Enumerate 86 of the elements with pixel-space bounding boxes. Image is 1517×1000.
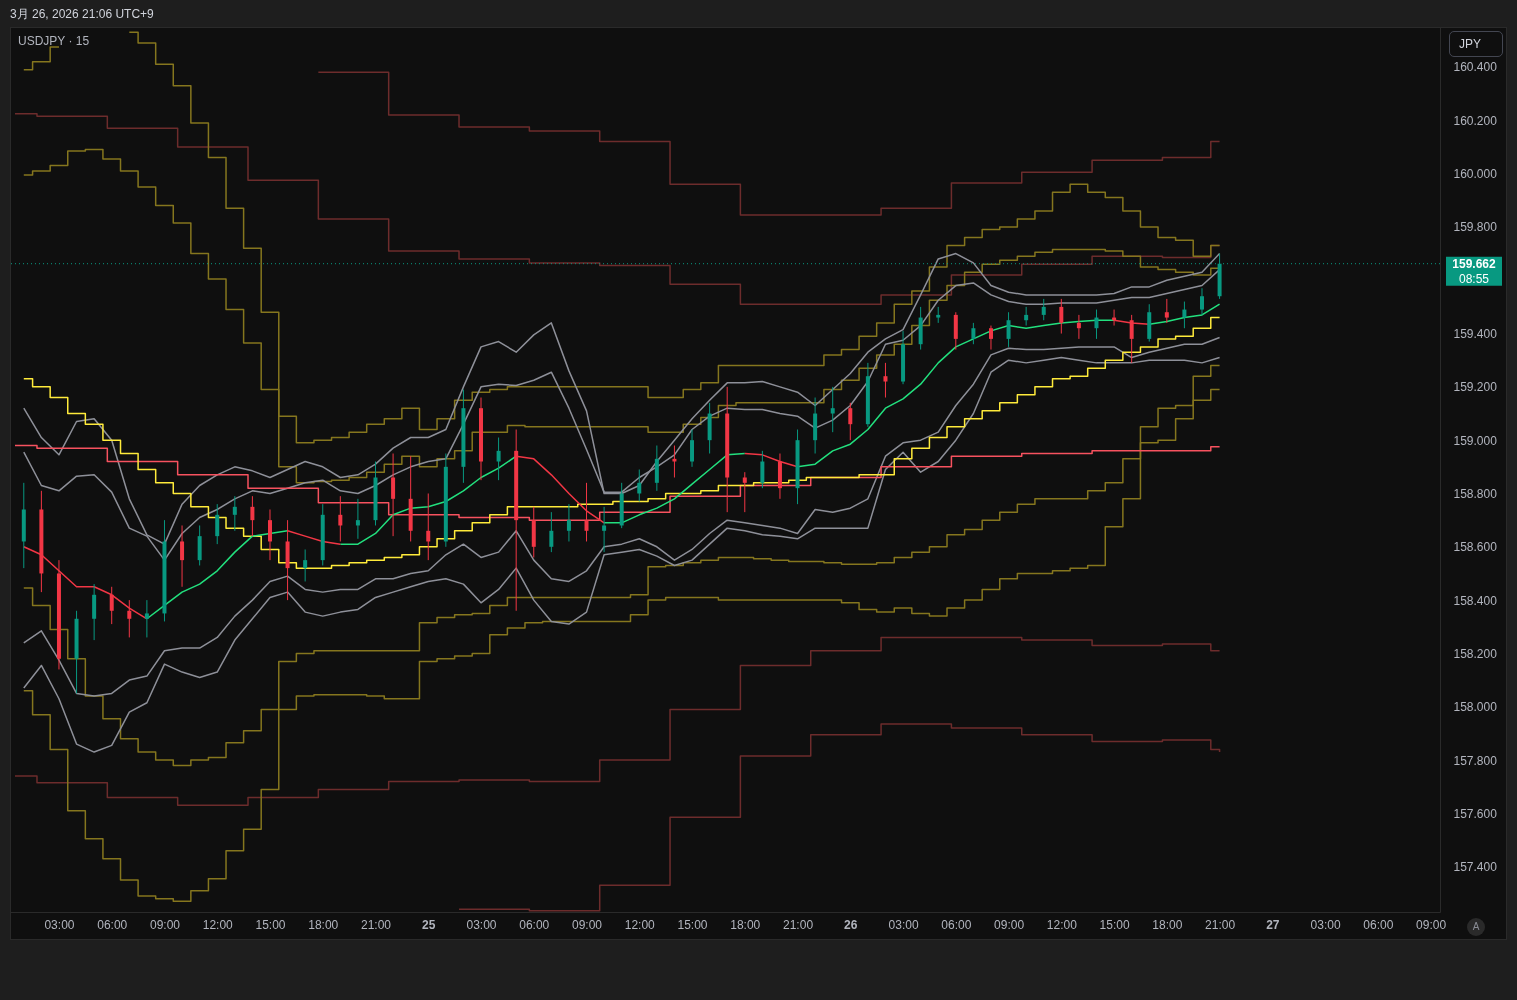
y-tick-label: 157.400 [1453, 860, 1498, 875]
candlestick [584, 482, 589, 542]
x-tick-label: 06:00 [97, 917, 128, 932]
candlestick [988, 325, 993, 351]
unit-button: JPY [1449, 31, 1503, 57]
candlestick [742, 471, 747, 513]
candlestick [267, 508, 272, 561]
candlestick [92, 583, 97, 641]
candlestick [566, 503, 571, 542]
candlestick [760, 450, 765, 489]
x-tick-label: 15:00 [1099, 917, 1130, 932]
chart-title: 3月 26, 2026 21:06 UTC+9 [10, 7, 155, 21]
candlestick [355, 498, 360, 540]
x-tick-label: 26 [844, 917, 858, 932]
candlestick [602, 506, 607, 553]
line-series [23, 336, 1221, 697]
x-tick-label: 03:00 [888, 917, 919, 932]
y-tick-label: 159.200 [1453, 380, 1498, 395]
x-tick-label: 03:00 [1310, 917, 1341, 932]
y-tick-label: 157.800 [1453, 753, 1498, 768]
candlestick [303, 548, 308, 582]
x-tick-label: 15:00 [677, 917, 708, 932]
x-tick-label: 12:00 [202, 917, 234, 932]
y-tick-label: 158.400 [1453, 593, 1498, 608]
x-tick-label: 15:00 [255, 917, 286, 932]
x-tick-label: 06:00 [941, 917, 972, 932]
x-tick-label: 21:00 [1205, 917, 1236, 932]
x-tick-label: 03:00 [44, 917, 75, 932]
candlestick [848, 402, 853, 441]
candlestick [1200, 287, 1204, 316]
x-tick-label: 27 [1266, 917, 1280, 932]
candlestick [637, 469, 642, 502]
candlestick [496, 437, 501, 481]
x-tick-label: 21:00 [360, 917, 392, 932]
candlestick [1076, 314, 1081, 340]
candlestick [1164, 298, 1169, 324]
y-tick-label: 159.000 [1453, 433, 1498, 448]
candlestick [391, 453, 396, 537]
candlestick [232, 495, 237, 532]
candlestick [690, 429, 695, 468]
candlestick [338, 495, 343, 542]
candlestick [830, 386, 835, 433]
y-tick-label: 158.000 [1453, 700, 1498, 715]
candlestick [549, 511, 554, 553]
y-tick-label: 160.200 [1453, 113, 1498, 128]
candlestick [215, 503, 220, 545]
candlestick [180, 524, 185, 588]
candlestick [250, 495, 255, 537]
y-tick-label: 159.800 [1453, 220, 1498, 235]
candlestick [883, 362, 888, 399]
candlestick [144, 599, 149, 638]
candlestick [1094, 309, 1099, 340]
x-tick-label: 09:00 [149, 917, 181, 932]
candlestick [672, 445, 677, 478]
y-tick-label: 158.600 [1453, 540, 1498, 555]
y-tick-label: 160.000 [1453, 167, 1498, 182]
x-tick-label: 12:00 [624, 917, 656, 932]
y-tick-label: 158.800 [1453, 486, 1498, 501]
candlestick [1059, 298, 1064, 335]
text: USDJPY · 15 [18, 34, 90, 48]
ref-line-label: 159.662 08:55 [1452, 256, 1497, 286]
y-tick-label: 158.200 [1453, 646, 1498, 661]
y-tick-label: 157.600 [1453, 806, 1498, 821]
candlestick [953, 311, 958, 351]
candlestick [1024, 306, 1029, 327]
x-tick-label: 06:00 [519, 917, 550, 932]
x-tick-label: 18:00 [308, 917, 339, 932]
x-tick-label: 09:00 [994, 917, 1025, 932]
x-tick-label: 21:00 [783, 917, 814, 932]
candlestick [654, 445, 659, 492]
candlestick [1006, 311, 1011, 348]
x-tick-label: 18:00 [730, 917, 761, 932]
candlestick [971, 322, 976, 345]
candlestick [1041, 298, 1046, 321]
candlestick [197, 524, 202, 566]
x-tick-label: 03:00 [466, 917, 497, 932]
y-tick-label: 159.400 [1453, 327, 1498, 342]
x-tick-label: 25 [422, 917, 436, 932]
y-tick-label: 160.400 [1453, 60, 1498, 75]
candlestick [1182, 301, 1187, 329]
candlestick [426, 492, 431, 561]
x-tick-label: 12:00 [1046, 917, 1078, 932]
x-tick-label: 06:00 [1363, 917, 1394, 932]
x-tick-label: 18:00 [1152, 917, 1183, 932]
x-tick-label: 09:00 [1416, 917, 1447, 932]
x-tick-label: 09:00 [572, 917, 603, 932]
